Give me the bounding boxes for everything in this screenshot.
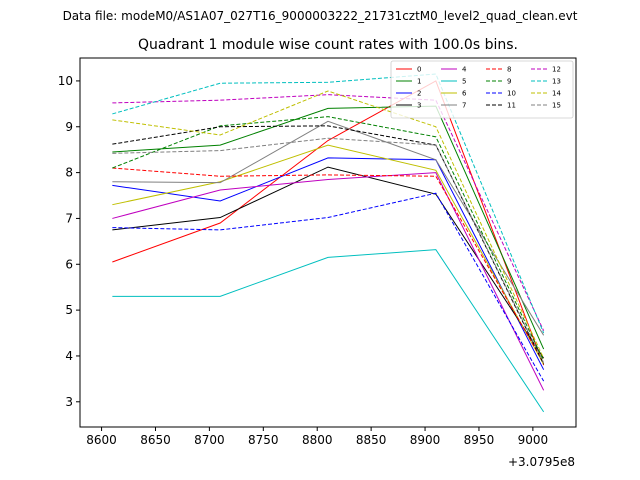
x-tick-label: 8900 [410,433,441,447]
legend-label-11: 11 [507,102,516,110]
plot-area: 8600 8650 8700 8750 8800 8850 8900 8950 9000 345… [58,57,577,469]
series-line-13 [112,73,545,334]
series-line-14 [112,90,545,359]
series-line-9 [112,116,545,361]
legend-label-12: 12 [552,66,561,74]
series-line-2 [112,157,545,370]
legend-label-2: 2 [417,90,421,98]
legend-label-0: 0 [417,66,421,74]
legend-label-15: 15 [552,102,561,110]
figure-suptitle: Data file: modeM0/AS1A07_027T16_90000032… [63,9,578,23]
series-line-3 [112,166,545,359]
y-tick-label: 7 [65,211,73,225]
series-line-10 [112,192,545,382]
x-tick-label: 8850 [356,433,387,447]
legend-box [390,60,574,119]
series-line-11 [112,125,545,365]
series-line-6 [112,144,545,365]
series-line-12 [112,94,545,331]
y-tick-label: 6 [65,257,73,271]
chart-title: Quadrant 1 module wise count rates with … [138,37,518,53]
y-tick-label: 3 [65,395,73,409]
x-axis-offset-label: +3.0795e8 [508,455,575,469]
x-tick-label: 9000 [518,433,549,447]
axes-frame [79,57,577,428]
series-line-4 [112,172,545,391]
y-tick-label: 9 [65,120,73,134]
legend-label-13: 13 [552,78,561,86]
x-tick-label: 8800 [302,433,333,447]
legend-label-9: 9 [507,78,511,86]
legend-label-1: 1 [417,78,421,86]
x-tick-label: 8700 [194,433,225,447]
x-tick-label: 8750 [248,433,279,447]
series-line-5 [112,249,545,413]
legend-label-4: 4 [462,66,467,74]
legend-label-3: 3 [417,102,421,110]
y-tick-label: 4 [65,349,73,363]
y-tick-label: 10 [58,74,73,88]
legend-label-6: 6 [462,90,467,98]
series-group [112,73,545,413]
legend-label-14: 14 [552,90,561,98]
x-tick-label: 8950 [464,433,495,447]
y-tick-label: 5 [65,303,73,317]
x-axis: 8600 8650 8700 8750 8800 8850 8900 8950 9000 [86,427,548,447]
series-line-1 [112,105,545,350]
legend-label-10: 10 [507,90,516,98]
series-line-8 [112,167,545,364]
y-tick-label: 8 [65,166,73,180]
legend-label-5: 5 [462,78,466,86]
x-tick-label: 8650 [140,433,171,447]
series-line-0 [112,80,545,366]
series-line-7 [112,120,545,336]
legend-label-7: 7 [462,102,466,110]
y-axis: 3 4 5 6 7 8 9 10 [58,74,80,409]
x-tick-label: 8600 [86,433,117,447]
legend-label-8: 8 [507,66,511,74]
series-line-15 [112,137,545,364]
